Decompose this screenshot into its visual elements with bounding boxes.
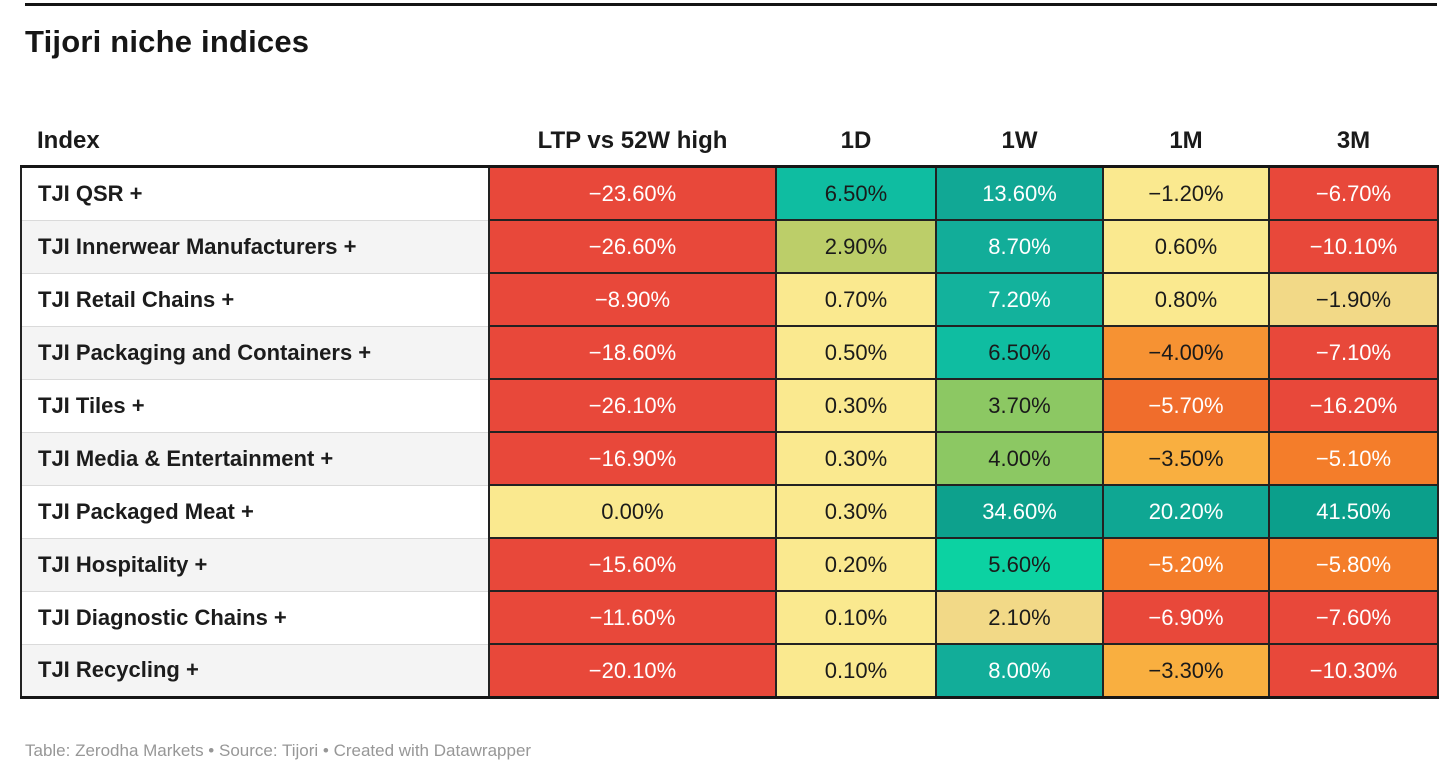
value-cell-1w: 6.50% [935,325,1104,380]
value-cell-1d: 0.10% [775,643,937,699]
value-cell-1w: 34.60% [935,484,1104,539]
value-cell-3m: −10.10% [1268,219,1439,274]
value-cell-3m: −6.70% [1268,165,1439,221]
value-cell-3m: −7.10% [1268,325,1439,380]
value-cell-ltp-vs-52w-high: −20.10% [488,643,777,699]
index-name-cell[interactable]: TJI Tiles + [20,378,489,433]
value-cell-1d: 0.10% [775,590,937,645]
index-name-cell[interactable]: TJI QSR + [20,166,489,221]
index-name-cell[interactable]: TJI Diagnostic Chains + [20,590,489,645]
value-cell-ltp-vs-52w-high: −23.60% [488,165,777,221]
value-cell-1m: −3.50% [1102,431,1270,486]
value-cell-1m: −5.70% [1102,378,1270,433]
table-row: TJI Packaging and Containers + −18.60% 0.5… [20,325,1439,380]
value-cell-3m: 41.50% [1268,484,1439,539]
value-cell-ltp-vs-52w-high: −11.60% [488,590,777,645]
value-cell-1w: 5.60% [935,537,1104,592]
value-cell-ltp-vs-52w-high: −26.10% [488,378,777,433]
value-cell-ltp-vs-52w-high: 0.00% [488,484,777,539]
value-cell-3m: −16.20% [1268,378,1439,433]
value-cell-1d: 0.30% [775,431,937,486]
table-header: Index LTP vs 52W high 1D 1W 1M 3M [21,117,1438,168]
value-cell-1d: 0.30% [775,484,937,539]
column-header-1d: 1D [776,117,936,168]
index-name-cell[interactable]: TJI Packaged Meat + [20,484,489,539]
value-cell-1d: 0.70% [775,272,937,327]
attribution-footer: Table: Zerodha Markets • Source: Tijori … [25,741,532,760]
column-header-1m: 1M [1103,117,1269,168]
table-row: TJI Media & Entertainment + −16.90% 0.30% 4… [20,431,1439,486]
value-cell-ltp-vs-52w-high: −15.60% [488,537,777,592]
value-cell-1m: −6.90% [1102,590,1270,645]
table-row: TJI QSR + −23.60% 6.50% 13.60% −1.20% −6.70% [20,165,1439,221]
indices-table: Index LTP vs 52W high 1D 1W 1M 3M TJI QS… [20,117,1439,699]
table-row: TJI Diagnostic Chains + −11.60% 0.10% 2.10%… [20,590,1439,645]
value-cell-1d: 2.90% [775,219,937,274]
value-cell-1d: 0.50% [775,325,937,380]
value-cell-3m: −7.60% [1268,590,1439,645]
value-cell-1w: 13.60% [935,165,1104,221]
value-cell-1w: 4.00% [935,431,1104,486]
value-cell-3m: −5.10% [1268,431,1439,486]
value-cell-ltp-vs-52w-high: −16.90% [488,431,777,486]
column-header-index: Index [21,117,489,168]
index-name-cell[interactable]: TJI Innerwear Manufacturers + [20,219,489,274]
header-row: Index LTP vs 52W high 1D 1W 1M 3M [21,117,1438,168]
value-cell-3m: −10.30% [1268,643,1439,699]
value-cell-1w: 3.70% [935,378,1104,433]
value-cell-1m: 0.80% [1102,272,1270,327]
table-row: TJI Recycling + −20.10% 0.10% 8.00% −3.30% −1… [20,643,1439,699]
value-cell-1m: 0.60% [1102,219,1270,274]
table-row: TJI Packaged Meat +0.00% 0.30% 34.60% 20.20… [20,484,1439,539]
index-name-cell[interactable]: TJI Recycling + [20,643,489,699]
page-title: Tijori niche indices [25,24,310,59]
table-row: TJI Innerwear Manufacturers + −26.60% 2.90… [20,219,1439,274]
value-cell-1d: 0.30% [775,378,937,433]
value-cell-1m: −3.30% [1102,643,1270,699]
value-cell-3m: −5.80% [1268,537,1439,592]
index-name-cell[interactable]: TJI Packaging and Containers + [20,325,489,380]
value-cell-ltp-vs-52w-high: −26.60% [488,219,777,274]
value-cell-1d: 6.50% [775,165,937,221]
index-name-cell[interactable]: TJI Retail Chains + [20,272,489,327]
value-cell-3m: −1.90% [1268,272,1439,327]
table-body: TJI QSR + −23.60% 6.50% 13.60% −1.20% −6.70% T… [20,165,1439,699]
value-cell-1w: 8.70% [935,219,1104,274]
column-header-3m: 3M [1269,117,1438,168]
value-cell-1m: −5.20% [1102,537,1270,592]
value-cell-1d: 0.20% [775,537,937,592]
table-row: TJI Hospitality + −15.60% 0.20% 5.60% −5.20%… [20,537,1439,592]
value-cell-1m: −4.00% [1102,325,1270,380]
table-row: TJI Retail Chains + −8.90% 0.70% 7.20% 0.80%… [20,272,1439,327]
column-header-1w: 1W [936,117,1103,168]
value-cell-1m: 20.20% [1102,484,1270,539]
value-cell-1w: 2.10% [935,590,1104,645]
index-name-cell[interactable]: TJI Media & Entertainment + [20,431,489,486]
value-cell-1w: 8.00% [935,643,1104,699]
value-cell-ltp-vs-52w-high: −8.90% [488,272,777,327]
value-cell-ltp-vs-52w-high: −18.60% [488,325,777,380]
top-divider [25,3,1437,6]
value-cell-1w: 7.20% [935,272,1104,327]
table-row: TJI Tiles + −26.10% 0.30% 3.70% −5.70% −16.20… [20,378,1439,433]
value-cell-1m: −1.20% [1102,165,1270,221]
column-header-ltp-vs-52w-high: LTP vs 52W high [489,117,776,168]
index-name-cell[interactable]: TJI Hospitality + [20,537,489,592]
